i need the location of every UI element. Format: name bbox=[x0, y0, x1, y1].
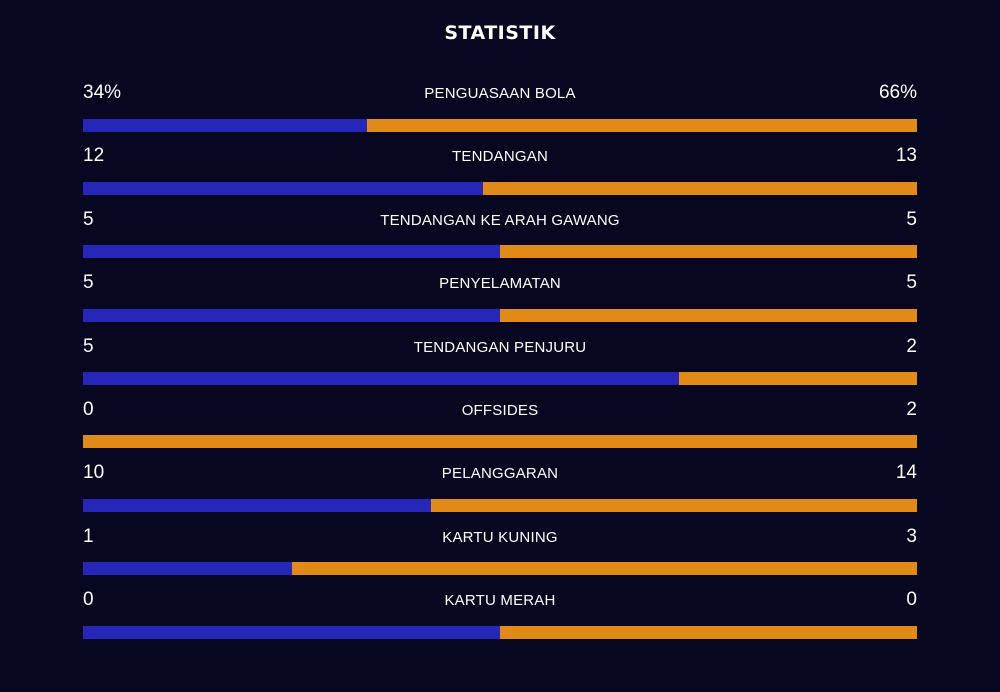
home-value: 0 bbox=[83, 589, 94, 611]
away-bar-segment bbox=[500, 245, 917, 259]
home-value: 5 bbox=[83, 272, 94, 294]
away-bar-segment bbox=[500, 625, 917, 639]
home-value: 34% bbox=[83, 82, 122, 103]
stat-row-saves: 5 PENYELAMATAN 5 bbox=[83, 270, 917, 333]
home-bar-segment bbox=[83, 118, 367, 132]
away-bar-segment bbox=[500, 308, 917, 322]
comparison-bar bbox=[83, 562, 917, 576]
stat-label: KARTU MERAH bbox=[444, 592, 556, 610]
stat-label: TENDANGAN bbox=[452, 148, 548, 166]
stat-label: TENDANGAN KE ARAH GAWANG bbox=[380, 211, 620, 229]
stat-row-red-cards: 0 KARTU MERAH 0 bbox=[83, 587, 917, 650]
home-bar-segment bbox=[83, 498, 431, 512]
away-value: 14 bbox=[895, 462, 917, 484]
home-value: 5 bbox=[83, 208, 94, 230]
comparison-bar bbox=[83, 625, 917, 639]
stat-label: PENYELAMATAN bbox=[439, 275, 561, 293]
home-bar-segment bbox=[83, 372, 679, 386]
stat-label: PELANGGARAN bbox=[441, 465, 559, 483]
stat-row-corners: 5 TENDANGAN PENJURU 2 bbox=[83, 334, 917, 397]
stat-row-offsides: 0 OFFSIDES 2 bbox=[83, 397, 917, 460]
away-value: 3 bbox=[906, 525, 917, 547]
comparison-bar bbox=[83, 435, 917, 449]
home-bar-segment bbox=[83, 625, 500, 639]
home-bar-segment bbox=[83, 562, 292, 576]
stat-label: TENDANGAN PENJURU bbox=[413, 338, 587, 356]
away-bar-segment bbox=[678, 372, 917, 386]
home-bar-segment bbox=[83, 308, 500, 322]
stat-row-shots-on-target: 5 TENDANGAN KE ARAH GAWANG 5 bbox=[83, 207, 917, 270]
home-value: 10 bbox=[83, 462, 105, 484]
stat-row-fouls: 10 PELANGGARAN 14 bbox=[83, 460, 917, 523]
comparison-bar bbox=[83, 498, 917, 512]
home-bar-segment bbox=[83, 181, 484, 195]
away-bar-segment bbox=[430, 498, 917, 512]
away-bar-segment bbox=[291, 562, 917, 576]
home-value: 1 bbox=[83, 525, 94, 547]
stat-label: PENGUASAAN BOLA bbox=[424, 85, 576, 102]
comparison-bar bbox=[83, 181, 917, 195]
comparison-bar bbox=[83, 245, 917, 259]
away-value: 2 bbox=[906, 398, 917, 420]
comparison-bar bbox=[83, 372, 917, 386]
away-value: 13 bbox=[895, 145, 917, 167]
stats-list: 34% PENGUASAAN BOLA 66% 12 TENDANGAN 13 … bbox=[83, 80, 917, 651]
stat-row-shots: 12 TENDANGAN 13 bbox=[83, 143, 917, 206]
home-value: 12 bbox=[83, 145, 105, 167]
away-bar-segment bbox=[366, 118, 917, 132]
away-value: 2 bbox=[906, 335, 917, 357]
away-value: 66% bbox=[878, 82, 917, 103]
home-value: 5 bbox=[83, 335, 94, 357]
away-value: 5 bbox=[906, 208, 917, 230]
home-value: 0 bbox=[83, 398, 94, 420]
stat-label: KARTU KUNING bbox=[442, 528, 558, 546]
stat-row-yellow-cards: 1 KARTU KUNING 3 bbox=[83, 524, 917, 587]
away-value: 0 bbox=[906, 589, 917, 611]
home-bar-segment bbox=[83, 245, 500, 259]
page-title: STATISTIK bbox=[444, 22, 556, 44]
comparison-bar bbox=[83, 308, 917, 322]
away-bar-segment bbox=[483, 181, 917, 195]
stat-row-possession: 34% PENGUASAAN BOLA 66% bbox=[83, 80, 917, 143]
comparison-bar bbox=[83, 118, 917, 132]
away-bar-segment bbox=[83, 435, 917, 449]
stat-label: OFFSIDES bbox=[461, 401, 539, 419]
away-value: 5 bbox=[906, 272, 917, 294]
